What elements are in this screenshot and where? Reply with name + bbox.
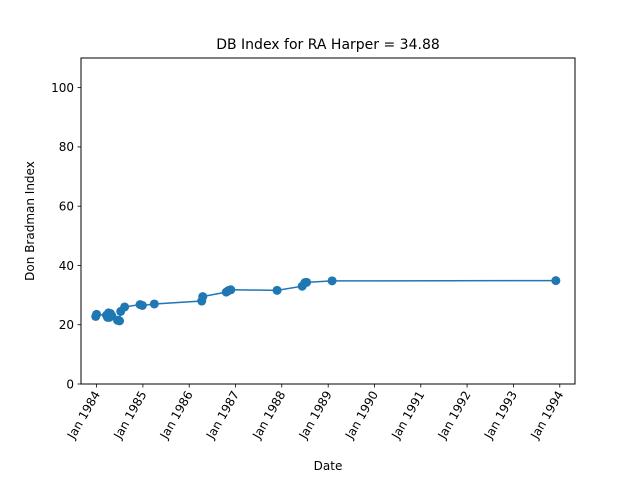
chart-title: DB Index for RA Harper = 34.88 — [216, 37, 440, 53]
data-point — [92, 309, 102, 319]
data-point — [226, 285, 236, 295]
data-point — [137, 300, 147, 310]
y-tick-label: 60 — [59, 199, 74, 213]
y-axis: 0 20 40 60 80 100 — [51, 81, 81, 391]
y-tick-label: 80 — [59, 140, 74, 154]
plot-area — [91, 276, 561, 326]
data-point — [272, 285, 282, 295]
x-axis-label: Date — [314, 459, 343, 473]
data-point — [115, 316, 125, 326]
y-tick-label: 100 — [51, 81, 74, 95]
data-point — [551, 276, 561, 286]
data-point — [149, 299, 159, 309]
y-tick-label: 0 — [66, 377, 74, 391]
y-tick-label: 40 — [59, 259, 74, 273]
plot-frame — [80, 57, 576, 385]
data-point — [120, 302, 130, 312]
data-point — [327, 276, 337, 286]
data-point — [198, 292, 208, 302]
y-axis-label: Don Bradman Index — [23, 161, 37, 281]
data-point — [302, 277, 312, 287]
y-tick-label: 20 — [59, 318, 74, 332]
